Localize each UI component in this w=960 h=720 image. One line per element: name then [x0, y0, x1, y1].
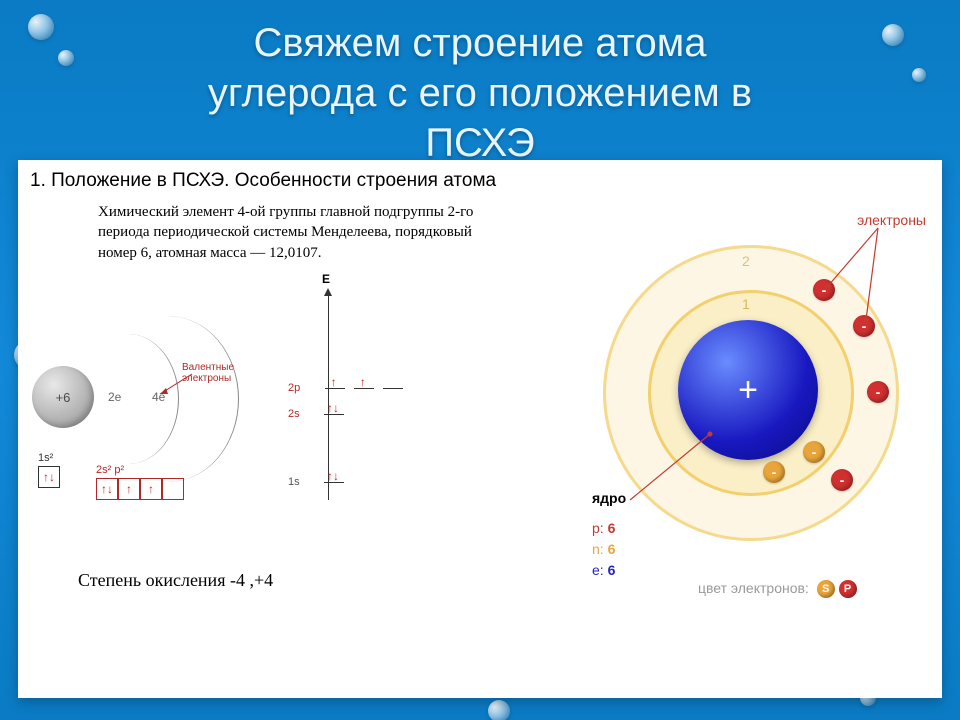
element-description: Химический элемент 4-ой группы главной п… — [18, 196, 488, 263]
bubble-decoration — [58, 50, 74, 66]
orbital-2s-box: ↑↓ — [96, 478, 118, 500]
title-line-2: углерода с его положением в — [208, 71, 752, 115]
bubble-decoration — [488, 700, 510, 720]
config-2s2p-block: 2s² p² ↑↓↑↑ — [96, 460, 184, 500]
shell1-electrons: 2e — [108, 390, 121, 404]
energy-arrowhead-icon — [324, 288, 332, 296]
energy-axis-label: E — [322, 272, 330, 286]
electron-color-legend: цвет электронов: S P — [698, 578, 857, 599]
orbital-1s-box: ↑↓ — [38, 466, 60, 488]
slide-root: Свяжем строение атома углерода с его пол… — [0, 0, 960, 720]
level-2s-orb — [324, 414, 344, 415]
orbital-2p2-box: ↑ — [140, 478, 162, 500]
electron-p-3: - — [867, 381, 889, 403]
config-2s2p-label: 2s² p² — [96, 464, 124, 476]
nucleus-counts: p: 6n: 6e: 6 — [592, 518, 615, 581]
level-2p-orb1 — [325, 388, 345, 389]
orbital-2p1-box: ↑ — [118, 478, 140, 500]
electron-p-4: - — [831, 469, 853, 491]
nucleus-label: ядро — [592, 490, 626, 506]
nucleus: + — [678, 320, 818, 460]
shell-2-number: 2 — [742, 253, 750, 269]
shell-1-number: 1 — [742, 296, 750, 312]
level-2s: 2s — [288, 408, 347, 420]
config-1s-block: 1s² ↑↓ — [38, 448, 60, 488]
config-1s-label: 1s² — [38, 452, 53, 464]
content-panel: 1. Положение в ПСХЭ. Особенности строени… — [18, 160, 942, 698]
valence-arrow-icon — [156, 372, 196, 398]
bubble-decoration — [28, 14, 54, 40]
electron-s-1: - — [763, 461, 785, 483]
level-1s-label: 1s — [288, 476, 300, 488]
electron-p-2: - — [853, 315, 875, 337]
level-2p-label: 2p — [288, 382, 300, 394]
bubble-decoration — [912, 68, 926, 82]
level-1s-orb — [324, 482, 344, 483]
electrons-label: электроны — [857, 212, 926, 228]
level-2p-orb2 — [354, 388, 374, 389]
atom-model: 21+------электроныядроp: 6n: 6e: 6цвет э… — [518, 180, 918, 620]
electron-s-2: - — [803, 441, 825, 463]
level-2s-label: 2s — [288, 408, 300, 420]
title-line-1: Свяжем строение атома — [253, 21, 706, 65]
level-2p: 2p — [288, 382, 406, 394]
electron-p-1: - — [813, 279, 835, 301]
slide-title: Свяжем строение атома углерода с его пол… — [0, 0, 960, 168]
energy-diagram: E 2p 2s 1s — [288, 290, 448, 510]
bubble-decoration — [882, 24, 904, 46]
orbital-2p3-box — [162, 478, 184, 500]
level-2p-orb3 — [383, 388, 403, 389]
oxidation-state: Степень окисления -4 ,+4 — [78, 570, 273, 591]
title-line-3: ПСХЭ — [425, 121, 534, 165]
level-1s: 1s — [288, 476, 347, 488]
